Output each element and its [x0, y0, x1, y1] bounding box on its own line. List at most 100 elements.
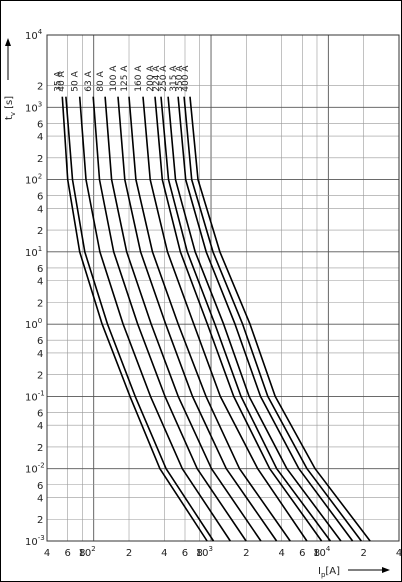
y-label-symbol: t: [4, 116, 15, 120]
x-axis-arrowhead: [382, 567, 390, 573]
tick-label-text: 2: [37, 226, 43, 237]
series-label: 200 A: [146, 65, 156, 92]
tick-label: 6: [37, 336, 43, 347]
series-label: 250 A: [159, 65, 169, 92]
tick-label: 4: [37, 132, 43, 143]
y-axis-label: tv [s]: [4, 96, 17, 120]
tick-label-text: 10: [25, 31, 38, 42]
series-label: 125 A: [120, 65, 130, 92]
tick-label-exponent: 0: [38, 317, 42, 325]
tick-label: 2: [37, 443, 43, 454]
curve: [128, 96, 291, 542]
curve: [177, 96, 354, 542]
tick-label: 4: [37, 349, 43, 360]
tick-label-text: 6: [299, 548, 305, 559]
x-axis-label: Ip[A]: [318, 566, 340, 579]
tick-label-text: 4: [396, 548, 402, 559]
tick-label-text: 4: [278, 548, 284, 559]
series-label: 160 A: [134, 65, 144, 92]
curve: [117, 96, 278, 542]
tick-label-text: 4: [37, 421, 43, 432]
curve: [189, 96, 371, 542]
tick-label: 4: [37, 204, 43, 215]
tick-label-text: 6: [37, 192, 43, 203]
tick-label: 4: [37, 277, 43, 288]
tick-label-text: 10: [25, 392, 38, 403]
tick-label-text: 2: [37, 443, 43, 454]
tick-label-text: 2: [37, 298, 43, 309]
tick-label: 4: [44, 548, 50, 559]
tick-label-text: 10: [25, 103, 38, 114]
tick-label-exponent: 4: [326, 545, 331, 553]
tick-label: 4: [161, 548, 167, 559]
x-label-unit: [A]: [325, 566, 340, 577]
tick-label-text: 2: [37, 82, 43, 93]
tick-label-text: 4: [44, 548, 50, 559]
tick-label: 6: [37, 119, 43, 130]
tick-label: 6: [64, 548, 70, 559]
tick-label: 4: [278, 548, 284, 559]
series-label: 40 A: [57, 70, 67, 91]
tick-label: 6: [299, 548, 305, 559]
tick-label: 4: [37, 421, 43, 432]
tick-label-text: 10: [25, 248, 38, 259]
series-label: 224 A: [152, 65, 162, 92]
curve: [92, 96, 247, 542]
series-label: 80 A: [96, 70, 106, 91]
curve: [154, 96, 323, 542]
tick-label-text: 2: [360, 548, 366, 559]
tick-label-text: 2: [37, 515, 43, 526]
tick-label: 104: [313, 545, 331, 559]
tick-label-text: 6: [37, 481, 43, 492]
tick-label-exponent: -3: [38, 534, 45, 542]
tick-label-text: 10: [25, 537, 38, 548]
tick-label: 6: [37, 192, 43, 203]
tick-label-text: 4: [37, 277, 43, 288]
tick-label-text: 4: [161, 548, 167, 559]
tick-label: 2: [37, 226, 43, 237]
tick-label: 100: [25, 317, 42, 331]
y-label-unit: [s]: [4, 96, 15, 109]
tick-label: 8: [79, 548, 85, 559]
curve: [61, 96, 208, 542]
tick-label: 6: [37, 264, 43, 275]
tick-label-exponent: 3: [209, 545, 213, 553]
tick-label: 6: [37, 408, 43, 419]
tick-label: 8: [314, 548, 320, 559]
series-label: 35 A: [53, 70, 63, 91]
tick-label-exponent: 1: [38, 245, 42, 253]
curve: [160, 96, 332, 542]
tick-label: 2: [37, 515, 43, 526]
tick-label: 6: [182, 548, 188, 559]
tick-label-text: 4: [37, 493, 43, 504]
y-axis-arrowhead: [5, 38, 11, 46]
tick-label-text: 6: [37, 408, 43, 419]
tick-label-text: 10: [78, 548, 91, 559]
tick-label-exponent: 3: [38, 100, 42, 108]
tick-label-exponent: 2: [91, 545, 95, 553]
tick-label: 4: [396, 548, 402, 559]
series-label: 315 A: [169, 65, 179, 92]
tick-label-text: 6: [37, 119, 43, 130]
y-label-subscript: v: [9, 112, 17, 116]
tick-label-exponent: -2: [38, 462, 45, 470]
tick-label-text: 8: [314, 548, 320, 559]
series-label: 50 A: [71, 70, 81, 91]
tick-label-text: 6: [182, 548, 188, 559]
tick-label-text: 2: [243, 548, 249, 559]
tick-label: 2: [360, 548, 366, 559]
curve: [167, 96, 342, 542]
tick-label-exponent: -1: [38, 389, 45, 397]
tick-label: 10-1: [25, 389, 45, 403]
tick-label: 8: [196, 548, 202, 559]
tick-label: 101: [25, 245, 42, 259]
tick-label: 2: [37, 371, 43, 382]
curve: [142, 96, 308, 542]
plot-frame: [46, 34, 400, 542]
tick-label-text: 4: [37, 204, 43, 215]
tick-label: 103: [196, 545, 213, 559]
tick-label: 2: [37, 154, 43, 165]
tick-label: 10-2: [25, 462, 45, 476]
